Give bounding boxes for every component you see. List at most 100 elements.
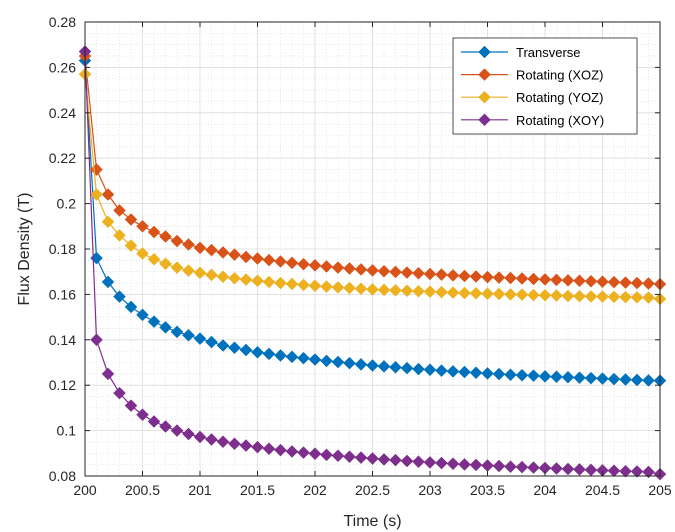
data-point <box>642 277 655 290</box>
y-tick-label: 0.08 <box>49 468 76 484</box>
data-point <box>228 437 241 451</box>
data-point <box>400 361 414 375</box>
x-tick-label: 204 <box>533 482 557 498</box>
data-point <box>216 270 230 284</box>
data-point <box>239 273 253 286</box>
data-point <box>182 238 195 251</box>
data-point <box>458 365 471 379</box>
x-tick-label: 203 <box>418 482 442 498</box>
data-point <box>262 347 276 361</box>
data-point <box>377 283 391 297</box>
data-point <box>630 373 644 387</box>
data-point <box>308 353 322 366</box>
x-tick-label: 202.5 <box>355 482 390 498</box>
data-point <box>596 372 609 385</box>
legend-label: Rotating (XOZ) <box>516 68 603 83</box>
data-point <box>561 370 575 384</box>
data-point <box>619 373 632 386</box>
data-point <box>389 265 402 279</box>
data-point <box>527 288 540 302</box>
x-tick-label: 205 <box>648 482 672 498</box>
data-point <box>262 253 276 267</box>
data-point <box>136 247 149 260</box>
data-point <box>343 450 356 464</box>
data-point <box>630 276 644 290</box>
data-point <box>458 269 471 283</box>
data-point <box>492 271 506 284</box>
data-point <box>377 264 391 278</box>
data-point <box>619 290 632 304</box>
data-point <box>515 272 529 285</box>
y-tick-label: 0.22 <box>49 150 76 166</box>
x-axis-ticks: 200 200.5 201 201.5 202 202.5 203 203.5 204 204.5… <box>73 22 672 498</box>
y-tick-label: 0.14 <box>49 332 76 348</box>
data-point <box>285 350 299 364</box>
legend-entry: Rotating (XOZ) <box>461 68 603 83</box>
data-point <box>573 371 586 385</box>
x-axis-label: Time (s) <box>343 513 401 530</box>
data-point <box>101 215 115 229</box>
data-point <box>596 290 609 304</box>
data-point <box>527 272 540 286</box>
data-point <box>504 460 517 474</box>
data-point <box>354 451 368 464</box>
data-point <box>446 286 460 299</box>
data-point <box>320 448 333 462</box>
data-point <box>412 266 425 280</box>
y-axis-label: Flux Density (T) <box>16 193 33 306</box>
data-point <box>239 439 253 452</box>
data-point <box>492 459 506 473</box>
legend-marker <box>478 68 491 81</box>
data-point <box>481 287 494 301</box>
data-point <box>285 277 299 291</box>
data-point <box>170 325 184 339</box>
series-3 <box>78 45 667 481</box>
x-tick-label: 200.5 <box>125 482 160 498</box>
data-point <box>251 252 264 265</box>
data-point <box>274 349 287 362</box>
data-point <box>435 285 448 299</box>
series-1 <box>78 49 667 291</box>
data-point <box>504 368 517 382</box>
data-point <box>584 274 598 288</box>
data-point <box>216 339 230 352</box>
data-point <box>147 225 161 239</box>
data-point <box>400 284 414 298</box>
data-point <box>446 457 460 471</box>
data-point <box>182 328 195 342</box>
data-point <box>492 367 506 381</box>
data-point <box>423 267 437 281</box>
x-tick-label: 203.5 <box>470 482 505 498</box>
data-point <box>285 256 299 270</box>
legend-label: Rotating (XOY) <box>516 113 604 128</box>
data-point <box>308 258 322 272</box>
data-point <box>147 315 161 328</box>
data-point <box>481 367 494 380</box>
data-point <box>607 372 621 386</box>
data-point <box>619 276 632 289</box>
data-point <box>504 271 517 285</box>
y-tick-label: 0.18 <box>49 241 76 257</box>
data-point <box>320 354 333 368</box>
data-point <box>343 281 356 295</box>
legend-marker <box>478 45 491 59</box>
data-point <box>550 289 563 302</box>
x-tick-label: 202 <box>303 482 327 498</box>
data-point <box>297 257 310 271</box>
data-point <box>113 290 126 304</box>
data-point <box>389 283 402 297</box>
data-point <box>343 356 356 370</box>
data-point <box>573 274 586 288</box>
data-point <box>331 355 345 369</box>
data-point <box>90 333 103 347</box>
data-point <box>297 351 310 365</box>
data-point <box>584 371 598 385</box>
data-point <box>228 271 241 285</box>
data-point <box>159 320 172 334</box>
data-point <box>228 248 241 262</box>
data-point <box>205 268 218 282</box>
data-point <box>136 219 149 233</box>
y-tick-label: 0.16 <box>49 286 76 302</box>
data-point <box>147 415 161 428</box>
data-point <box>193 266 207 280</box>
